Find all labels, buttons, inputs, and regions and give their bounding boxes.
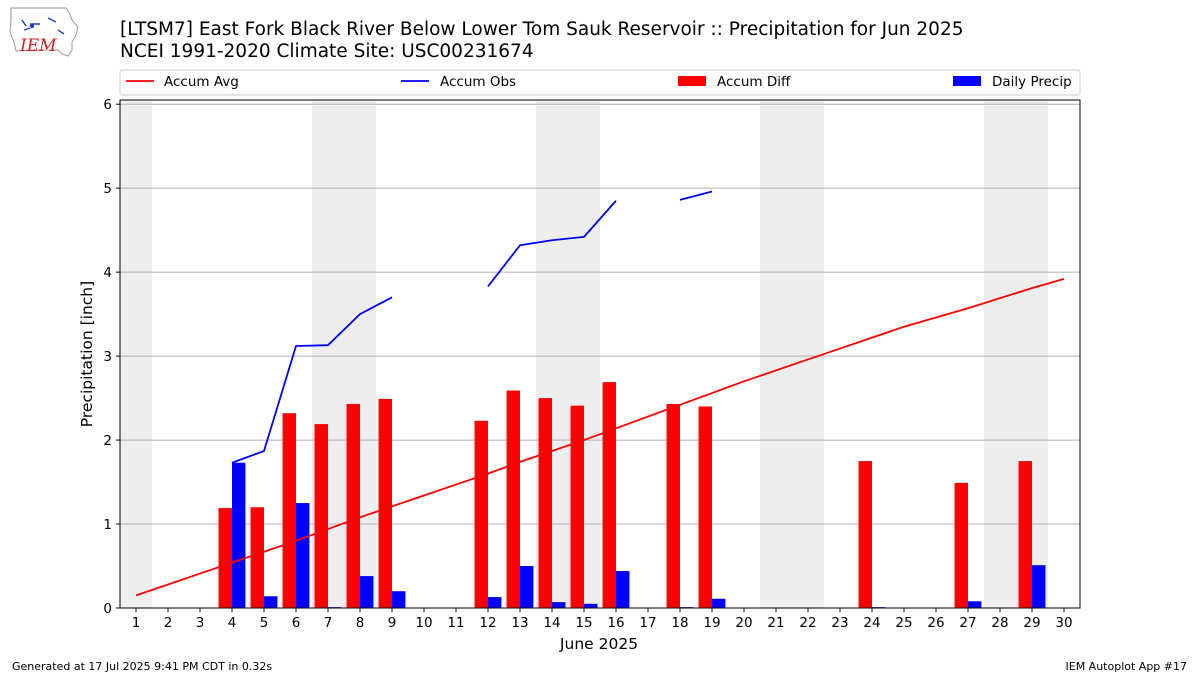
y-axis-label: Precipitation [inch]: [78, 281, 96, 427]
bars: [218, 382, 1046, 608]
y-tick-label: 5: [103, 181, 112, 197]
bar-accum-diff: [538, 398, 552, 608]
iem-logo: IEM: [9, 7, 79, 57]
x-tick-label: 5: [260, 615, 269, 631]
bar-accum-diff: [282, 413, 296, 608]
weekend-band: [984, 100, 1016, 608]
bar-daily-precip: [488, 597, 502, 608]
x-tick-label: 1: [132, 615, 141, 631]
x-tick-label: 10: [415, 615, 432, 631]
x-tick-label: 20: [735, 615, 752, 631]
x-axis-ticks: 1 2 3 4 5 6 7 8 9 10 11 12 13 14 15 16 17 18 19 20 21 22 23 24 2…: [132, 608, 1073, 631]
lines: [135, 190, 1065, 597]
x-axis-label: June 2025: [559, 635, 638, 653]
x-tick-label: 23: [831, 615, 848, 631]
legend-swatch-accum-diff: [678, 76, 706, 86]
line-accum-obs: [679, 190, 713, 201]
bar-daily-precip: [968, 601, 982, 608]
x-tick-label: 3: [196, 615, 205, 631]
chart-title: [LTSM7] East Fork Black River Below Lowe…: [120, 19, 963, 40]
x-tick-label: 16: [607, 615, 624, 631]
plot-frame: [119, 99, 1081, 609]
x-tick-label: 4: [228, 615, 237, 631]
bar-daily-precip: [296, 503, 310, 608]
x-tick-label: 21: [767, 615, 784, 631]
legend: Accum Avg Accum Obs Accum Diff Daily Pre…: [119, 69, 1081, 96]
legend-label-daily-precip: Daily Precip: [992, 74, 1072, 90]
x-tick-label: 11: [447, 615, 464, 631]
bar-accum-diff: [570, 405, 584, 608]
bar-accum-diff: [666, 403, 680, 608]
legend-swatch-daily-precip: [953, 76, 981, 86]
gridlines: [120, 103, 1080, 525]
y-tick-label: 3: [103, 349, 112, 365]
x-tick-label: 12: [479, 615, 496, 631]
bar-daily-precip: [584, 603, 598, 608]
bar-accum-diff: [474, 420, 488, 608]
legend-frame: [119, 69, 1081, 96]
iowa-state-map-icon: [9, 7, 79, 57]
x-tick-label: 30: [1055, 615, 1072, 631]
bar-daily-precip: [552, 602, 566, 608]
x-tick-label: 17: [639, 615, 656, 631]
x-tick-label: 24: [863, 615, 880, 631]
x-tick-label: 29: [1023, 615, 1040, 631]
x-tick-label: 6: [292, 615, 301, 631]
y-tick-label: 4: [103, 265, 112, 281]
bar-daily-precip: [392, 591, 406, 608]
x-tick-label: 27: [959, 615, 976, 631]
bar-daily-precip: [616, 571, 630, 608]
x-tick-label: 22: [799, 615, 816, 631]
bar-daily-precip: [1032, 565, 1046, 608]
bar-accum-diff: [378, 398, 392, 608]
x-tick-label: 7: [324, 615, 333, 631]
bar-accum-diff: [346, 403, 360, 608]
weekend-band: [760, 100, 792, 608]
x-tick-label: 15: [575, 615, 592, 631]
line-accum-obs: [231, 296, 393, 464]
x-tick-label: 13: [511, 615, 528, 631]
bar-daily-precip: [232, 462, 246, 608]
chart-subtitle: NCEI 1991-2020 Climate Site: USC00231674: [120, 41, 534, 62]
x-tick-label: 8: [356, 615, 365, 631]
legend-label-accum-diff: Accum Diff: [717, 74, 791, 90]
bar-accum-diff: [954, 482, 968, 608]
x-tick-label: 28: [991, 615, 1008, 631]
x-tick-label: 25: [895, 615, 912, 631]
legend-label-accum-avg: Accum Avg: [164, 74, 239, 90]
bar-accum-diff: [250, 507, 264, 608]
footer-generated-text: Generated at 17 Jul 2025 9:41 PM CDT in …: [12, 660, 272, 673]
line-accum-avg: [135, 277, 1065, 597]
x-tick-label: 14: [543, 615, 560, 631]
legend-label-accum-obs: Accum Obs: [440, 74, 516, 90]
x-tick-label: 26: [927, 615, 944, 631]
x-tick-label: 18: [671, 615, 688, 631]
y-tick-label: 1: [103, 517, 112, 533]
line-accum-obs: [487, 200, 617, 287]
weekend-band: [120, 100, 152, 608]
x-tick-label: 19: [703, 615, 720, 631]
footer-app-text: IEM Autoplot App #17: [1066, 660, 1188, 673]
bar-daily-precip: [520, 566, 534, 608]
x-tick-label: 2: [164, 615, 173, 631]
bar-accum-diff: [858, 461, 872, 608]
y-tick-label: 6: [103, 97, 112, 113]
y-axis-ticks: 0 1 2 3 4 5 6: [103, 97, 120, 617]
weekend-band: [792, 100, 824, 608]
x-tick-label: 9: [388, 615, 397, 631]
bar-accum-diff: [314, 424, 328, 608]
bar-accum-diff: [1018, 461, 1032, 608]
y-tick-label: 0: [103, 601, 112, 617]
logo-text: IEM: [19, 36, 57, 56]
y-tick-label: 2: [103, 433, 112, 449]
bar-accum-diff: [698, 406, 712, 608]
bar-accum-diff: [602, 382, 616, 608]
bar-daily-precip: [360, 576, 374, 608]
bar-accum-diff: [506, 390, 520, 608]
bar-daily-precip: [264, 596, 278, 608]
bar-daily-precip: [712, 598, 726, 608]
bar-accum-diff: [218, 508, 232, 608]
